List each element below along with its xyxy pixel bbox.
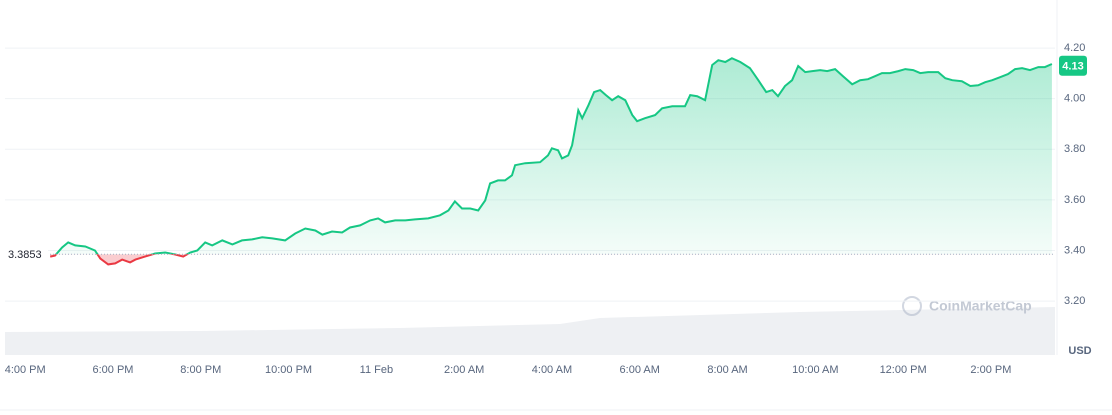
line-up xyxy=(54,57,1053,255)
y-tick-label: 3.80 xyxy=(1064,143,1085,155)
area-up xyxy=(50,58,1052,255)
watermark-logo xyxy=(902,296,922,316)
y-axis-label: USD xyxy=(1068,345,1091,357)
x-tick-label: 8:00 AM xyxy=(707,364,747,376)
x-tick-label: 4:00 PM xyxy=(5,364,46,376)
area-down xyxy=(50,254,188,265)
x-tick-label: 10:00 PM xyxy=(265,364,312,376)
baseline-label-bg xyxy=(2,246,48,263)
x-tick-label: 6:00 AM xyxy=(620,364,660,376)
y-tick-label: 3.40 xyxy=(1064,244,1085,256)
x-tick-label: 2:00 AM xyxy=(444,364,484,376)
baseline-label: 3.3853 xyxy=(8,249,42,261)
y-tick-label: 3.20 xyxy=(1064,295,1085,307)
x-tick-label: 6:00 PM xyxy=(93,364,134,376)
x-tick-label: 11 Feb xyxy=(360,364,393,376)
x-tick-label: 8:00 PM xyxy=(180,364,221,376)
x-tick-label: 10:00 AM xyxy=(792,364,838,376)
last-price-badge xyxy=(1059,55,1087,76)
y-tick-label: 4.20 xyxy=(1064,42,1085,54)
y-tick-label: 3.60 xyxy=(1064,194,1085,206)
y-tick-label: 4.00 xyxy=(1064,93,1085,105)
x-tick-label: 4:00 AM xyxy=(532,364,572,376)
last-price-label: 4.13 xyxy=(1062,61,1083,73)
volume-area xyxy=(5,307,1055,355)
watermark: CoinMarketCap xyxy=(929,298,1032,314)
x-tick-label: 2:00 PM xyxy=(970,364,1011,376)
x-tick-label: 12:00 PM xyxy=(880,364,927,376)
